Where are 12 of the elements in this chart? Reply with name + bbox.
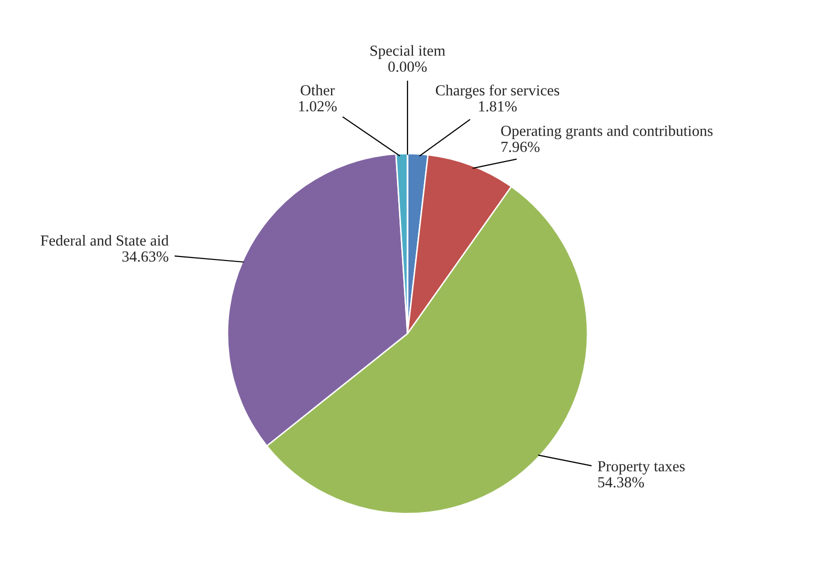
data-label: 1.02% <box>299 101 337 112</box>
data-label: 54.38% <box>598 477 644 488</box>
data-label: 1.81% <box>479 101 517 112</box>
data-label: 7.96% <box>502 142 540 152</box>
slice-label: Operating grants and contributions <box>501 125 713 140</box>
slice-label: Federal and State aid <box>40 234 169 246</box>
slice-label: Charges for services <box>436 84 560 99</box>
slice-label: Property taxes <box>598 461 685 475</box>
text: 0.00% <box>388 62 427 72</box>
slice-label: Other <box>300 84 335 96</box>
category-label: Special item <box>370 45 446 59</box>
data-label: 34.63% <box>122 251 168 262</box>
